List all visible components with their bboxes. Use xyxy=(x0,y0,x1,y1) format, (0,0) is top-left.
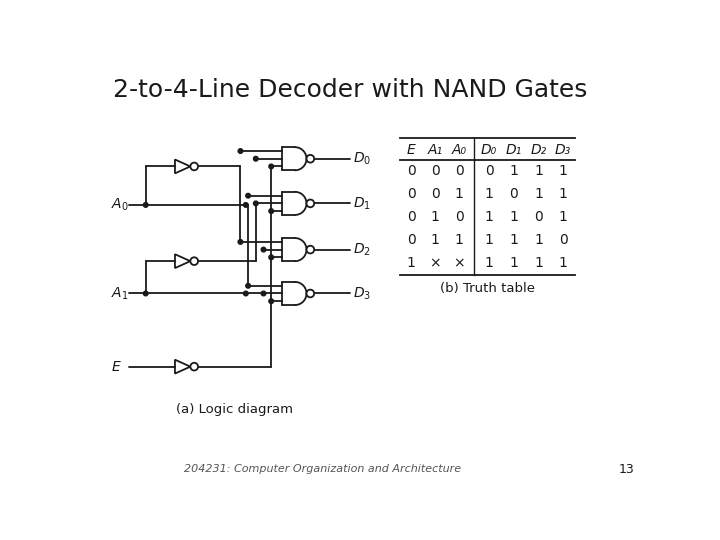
Text: 1: 1 xyxy=(509,210,518,224)
Circle shape xyxy=(269,299,274,303)
Circle shape xyxy=(307,246,314,253)
Text: $D_0$: $D_0$ xyxy=(353,151,371,167)
Circle shape xyxy=(307,289,314,298)
Text: 1: 1 xyxy=(454,187,464,201)
Circle shape xyxy=(243,291,248,296)
Text: 1: 1 xyxy=(431,210,440,224)
Circle shape xyxy=(238,148,243,153)
Text: A₀: A₀ xyxy=(451,143,467,157)
Text: D₂: D₂ xyxy=(530,143,546,157)
Text: 13: 13 xyxy=(619,463,635,476)
Text: 1: 1 xyxy=(485,256,493,271)
Text: 1: 1 xyxy=(509,256,518,271)
Circle shape xyxy=(190,163,198,170)
Circle shape xyxy=(253,157,258,161)
Text: 1: 1 xyxy=(559,187,567,201)
Text: 0: 0 xyxy=(485,164,493,178)
Text: 1: 1 xyxy=(485,187,493,201)
Circle shape xyxy=(143,202,148,207)
Text: $D_2$: $D_2$ xyxy=(353,241,371,258)
Circle shape xyxy=(246,193,251,198)
Text: $A_1$: $A_1$ xyxy=(111,285,129,302)
Circle shape xyxy=(190,363,198,370)
Circle shape xyxy=(261,247,266,252)
Text: 1: 1 xyxy=(534,233,543,247)
Text: 0: 0 xyxy=(407,233,415,247)
Circle shape xyxy=(269,255,274,260)
Circle shape xyxy=(190,257,198,265)
Text: 0: 0 xyxy=(407,210,415,224)
Text: 0: 0 xyxy=(407,187,415,201)
Text: 1: 1 xyxy=(509,233,518,247)
Text: D₀: D₀ xyxy=(481,143,498,157)
Text: E: E xyxy=(407,143,415,157)
Text: $A_0$: $A_0$ xyxy=(111,197,129,213)
Circle shape xyxy=(269,164,274,168)
Circle shape xyxy=(246,284,251,288)
Text: (b) Truth table: (b) Truth table xyxy=(440,282,535,295)
Text: 1: 1 xyxy=(559,256,567,271)
Text: D₁: D₁ xyxy=(505,143,522,157)
Text: 1: 1 xyxy=(559,210,567,224)
Circle shape xyxy=(307,200,314,207)
Text: 1: 1 xyxy=(534,187,543,201)
Text: 0: 0 xyxy=(407,164,415,178)
Text: ×: × xyxy=(454,256,465,271)
Text: 1: 1 xyxy=(407,256,415,271)
Text: 1: 1 xyxy=(534,256,543,271)
Text: 1: 1 xyxy=(534,164,543,178)
Text: 1: 1 xyxy=(485,210,493,224)
Circle shape xyxy=(253,201,258,206)
Text: 0: 0 xyxy=(431,164,440,178)
Circle shape xyxy=(269,209,274,213)
Circle shape xyxy=(307,155,314,163)
Text: 1: 1 xyxy=(454,233,464,247)
Text: 0: 0 xyxy=(509,187,518,201)
Text: 1: 1 xyxy=(509,164,518,178)
Text: $E$: $E$ xyxy=(111,360,122,374)
Circle shape xyxy=(143,291,148,296)
Text: 0: 0 xyxy=(559,233,567,247)
Circle shape xyxy=(261,291,266,296)
Text: 1: 1 xyxy=(431,233,440,247)
Circle shape xyxy=(238,240,243,244)
Text: 0: 0 xyxy=(431,187,440,201)
Text: ×: × xyxy=(429,256,441,271)
Text: 0: 0 xyxy=(455,164,464,178)
Text: D₃: D₃ xyxy=(555,143,571,157)
Text: 2-to-4-Line Decoder with NAND Gates: 2-to-4-Line Decoder with NAND Gates xyxy=(113,78,588,102)
Text: 0: 0 xyxy=(534,210,543,224)
Text: 1: 1 xyxy=(559,164,567,178)
Text: 1: 1 xyxy=(485,233,493,247)
Text: 0: 0 xyxy=(455,210,464,224)
Text: 204231: Computer Organization and Architecture: 204231: Computer Organization and Archit… xyxy=(184,464,462,474)
Circle shape xyxy=(243,202,248,207)
Text: $D_3$: $D_3$ xyxy=(353,285,371,302)
Text: (a) Logic diagram: (a) Logic diagram xyxy=(176,403,293,416)
Text: A₁: A₁ xyxy=(428,143,443,157)
Text: $D_1$: $D_1$ xyxy=(353,195,371,212)
